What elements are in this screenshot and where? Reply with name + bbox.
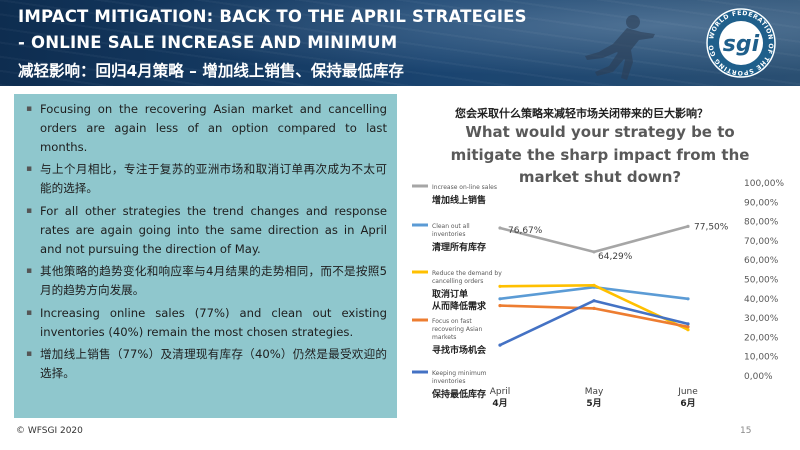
- legend-label: Increase on-line sales: [432, 184, 497, 191]
- bullet-zh-3: 增加线上销售（77%）及清理现有库存（40%）仍然是最受欢迎的选择。: [26, 345, 387, 383]
- data-label: 77,50%: [694, 222, 729, 232]
- y-tick-label: 100,00%: [744, 179, 784, 189]
- data-label: 64,29%: [598, 252, 633, 262]
- sprinter-silhouette-image: [585, 15, 655, 80]
- title-line-3-chinese: 减轻影响：回归4月策略 – 增加线上销售、保持最低库存: [18, 62, 404, 80]
- logo-sgi-text: sgi: [723, 32, 760, 57]
- legend-label-chinese: 清理所有库存: [432, 241, 486, 253]
- series-point: [686, 328, 690, 332]
- series-point: [498, 304, 502, 308]
- y-tick-label: 60,00%: [744, 256, 779, 266]
- legend-label: recovering Asian: [432, 326, 482, 333]
- chart-title-english-line-3: market shut down?: [518, 168, 682, 186]
- series-point: [686, 297, 690, 301]
- series-point: [498, 226, 502, 230]
- legend-label: Reduce the demand by: [432, 270, 502, 277]
- x-tick-label-chinese: 4月: [492, 398, 507, 409]
- series-point: [592, 283, 596, 287]
- legend-label: inventories: [432, 231, 466, 238]
- series-point: [686, 322, 690, 326]
- legend-label: Focus on fast: [432, 318, 472, 325]
- legend-label-chinese: 增加线上销售: [432, 194, 486, 206]
- chart-title-chinese: 您会采取什么策略来减轻市场关闭带来的巨大影响？: [455, 107, 708, 120]
- header-background-texture: [0, 0, 800, 86]
- legend-label-chinese: 取消订单: [432, 288, 468, 300]
- chart-title-english-line-2: mitigate the sharp impact from the: [450, 146, 750, 164]
- title-line-2: - ONLINE SALE INCREASE AND MINIMUM: [18, 33, 398, 52]
- page-number: 15: [740, 426, 752, 436]
- chart-title-english-line-1: What would your strategy be to: [465, 123, 735, 141]
- y-tick-label: 20,00%: [744, 333, 779, 343]
- summary-text-panel: Focusing on the recovering Asian market …: [14, 94, 397, 418]
- bullet-zh-2: 其他策略的趋势变化和响应率与4月结果的走势相同，而不是按照5月的趋势方向发展。: [26, 262, 387, 300]
- y-tick-label: 70,00%: [744, 237, 779, 247]
- bullet-en-1: Focusing on the recovering Asian market …: [26, 100, 387, 157]
- x-tick-label: April: [490, 387, 511, 397]
- footer-copyright: © WFSGI 2020: [16, 426, 83, 436]
- x-tick-label-chinese: 6月: [680, 398, 695, 409]
- x-tick-label: June: [677, 387, 698, 397]
- title-line-1: IMPACT MITIGATION: BACK TO THE APRIL STR…: [18, 7, 527, 26]
- series-point: [498, 297, 502, 301]
- series-point: [686, 224, 690, 228]
- legend-label-chinese: 从而降低需求: [432, 300, 487, 312]
- legend-label: Keeping minimum: [432, 370, 487, 377]
- y-tick-label: 30,00%: [744, 314, 779, 324]
- y-tick-label: 80,00%: [744, 218, 779, 228]
- y-tick-label: 90,00%: [744, 198, 779, 208]
- wfsgi-logo: WORLD FEDERATION OF THE SPORTING GOODS I…: [704, 6, 776, 78]
- legend-label-chinese: 寻找市场机会: [432, 344, 487, 356]
- legend-label: markets: [432, 334, 456, 341]
- legend-label: Clean out all: [432, 223, 470, 230]
- series-point: [686, 325, 690, 329]
- series-point: [592, 250, 596, 254]
- y-tick-label: 0,00%: [744, 372, 773, 382]
- legend-label: cancelling orders: [432, 278, 483, 285]
- series-point: [498, 343, 502, 347]
- slide-header: IMPACT MITIGATION: BACK TO THE APRIL STR…: [0, 0, 800, 86]
- series-point: [498, 284, 502, 288]
- legend-label: inventories: [432, 378, 466, 385]
- y-tick-label: 50,00%: [744, 276, 779, 286]
- series-point: [592, 299, 596, 303]
- x-tick-label-chinese: 5月: [586, 398, 601, 409]
- series-line: [498, 285, 690, 301]
- data-label: 76,67%: [508, 226, 543, 236]
- series-point: [592, 306, 596, 310]
- bullet-en-2: For all other strategies the trend chang…: [26, 202, 387, 259]
- bullet-en-3: Increasing online sales (77%) and clean …: [26, 304, 387, 342]
- y-tick-label: 40,00%: [744, 295, 779, 305]
- legend-label-chinese: 保持最低库存: [431, 388, 486, 400]
- bullet-zh-1: 与上个月相比，专注于复苏的亚洲市场和取消订单再次成为不太可能的选择。: [26, 160, 387, 198]
- y-tick-label: 10,00%: [744, 353, 779, 363]
- x-tick-label: May: [585, 387, 604, 397]
